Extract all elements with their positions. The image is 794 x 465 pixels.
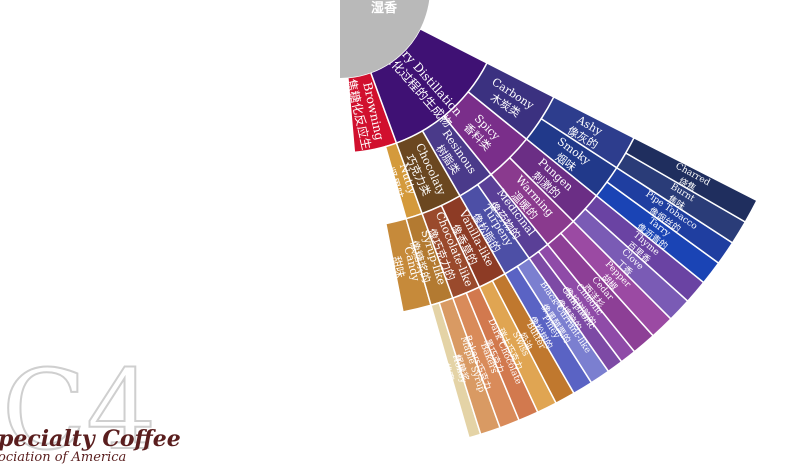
label-zh: 甜味: [389, 255, 407, 279]
center-hub: 味道 湿香: [283, 0, 430, 78]
logo-line-2: ociation of America: [0, 450, 127, 465]
logo-mark-text: C4: [2, 350, 156, 460]
center-taste-label: 味道: [283, 0, 309, 14]
wheel-segments: [347, 27, 758, 439]
center-aroma-label: 湿香: [371, 0, 398, 16]
center-aroma: [340, 0, 430, 78]
segment-charred: [624, 136, 758, 224]
association-logo: pecialty Coffee ociation of America: [0, 426, 181, 465]
association-logo-mark: C4: [2, 350, 157, 460]
logo-line-1: pecialty Coffee: [0, 426, 181, 452]
